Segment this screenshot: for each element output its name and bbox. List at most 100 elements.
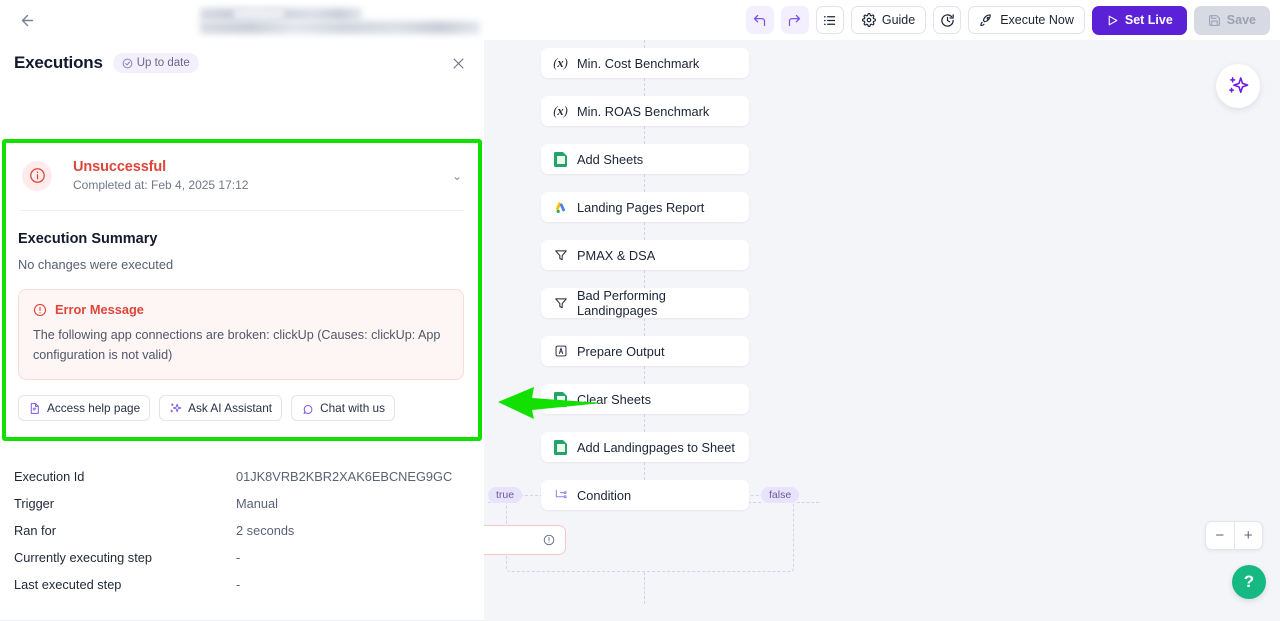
access-help-page-button[interactable]: Access help page: [18, 395, 151, 422]
execution-summary-title: Execution Summary: [18, 231, 158, 247]
sparkle-icon: [1229, 77, 1249, 94]
node-label: Add Sheets: [577, 151, 644, 167]
play-icon: [1108, 15, 1118, 25]
redo-button[interactable]: [780, 6, 809, 34]
workflow-node[interactable]: PMAX & DSA: [541, 240, 749, 270]
help-page-icon: [30, 402, 39, 414]
alert-circle-icon: [33, 303, 47, 316]
table-row: Currently executing step -: [0, 544, 484, 571]
branch-false-pill: false: [761, 487, 800, 503]
filter-icon: [553, 248, 568, 263]
execution-summary-text: No changes were executed: [18, 257, 174, 272]
ai-assistant-fab[interactable]: [1216, 64, 1260, 108]
branch-icon: [553, 488, 568, 503]
zoom-in-button[interactable]: +: [1243, 527, 1253, 544]
set-live-label: Set Live: [1124, 13, 1173, 27]
node-label: PMAX & DSA: [577, 247, 656, 263]
condition-row: true false Condition k: [441, 480, 961, 604]
workflow-node[interactable]: Bad Performing Landingpages: [541, 288, 749, 318]
workflow-node[interactable]: Add Landingpages to Sheet: [541, 432, 749, 462]
workflow-node[interactable]: Add Sheets: [541, 144, 749, 174]
execution-header[interactable]: Unsuccessful Completed at: Feb 4, 2025 1…: [6, 143, 478, 210]
execution-card-unsuccessful[interactable]: Unsuccessful Completed at: Feb 4, 2025 1…: [2, 139, 482, 442]
execution-title-block: Unsuccessful Completed at: Feb 4, 2025 1…: [73, 159, 248, 192]
meta-key: Last executed step: [14, 577, 122, 593]
back-button[interactable]: [10, 3, 44, 37]
close-icon[interactable]: [446, 51, 470, 75]
workflow-node[interactable]: Clear Sheets: [541, 384, 749, 414]
history-clock-icon: [940, 13, 954, 27]
workflow-node[interactable]: (x) Min. Cost Benchmark: [541, 48, 749, 78]
error-title: Error Message: [55, 302, 144, 317]
help-fab[interactable]: ?: [1232, 565, 1266, 599]
executions-panel: Executions Up to date: [0, 40, 484, 621]
node-label: Add Landingpages to Sheet: [577, 439, 735, 455]
condition-label: Condition: [577, 487, 632, 503]
node-label: Min. Cost Benchmark: [577, 55, 700, 71]
branch-true-pill: true: [488, 487, 523, 503]
meta-key: Currently executing step: [14, 550, 152, 566]
variable-icon: (x): [553, 55, 568, 70]
google-ads-icon: [553, 200, 568, 215]
node-label: Min. ROAS Benchmark: [577, 103, 710, 119]
execution-meta-table: Execution Id 01JK8VRB2KBR2XAK6EBCNEG9GC …: [0, 441, 484, 598]
google-sheets-icon: [553, 151, 568, 167]
sparkle-icon: [170, 402, 182, 412]
meta-value: 01JK8VRB2KBR2XAK6EBCNEG9GC: [236, 469, 453, 485]
table-row: Last executed step -: [0, 571, 484, 598]
error-header: Error Message: [33, 302, 449, 317]
page-title: Executions: [14, 53, 103, 72]
meta-value: -: [236, 577, 241, 593]
chat-with-us-button[interactable]: Chat with us: [291, 395, 395, 422]
steps-list-button[interactable]: [815, 6, 844, 34]
node-label: Prepare Output: [577, 343, 665, 359]
arrow-left-icon: [21, 14, 33, 26]
ask-ai-assistant-button[interactable]: Ask AI Assistant: [159, 395, 283, 422]
condition-node[interactable]: Condition: [541, 480, 749, 510]
guide-label: Guide: [881, 13, 916, 27]
google-sheets-icon: [553, 439, 568, 455]
node-label: Landing Pages Report: [577, 199, 705, 215]
guide-button[interactable]: Guide: [850, 6, 927, 34]
zoom-out-button[interactable]: −: [1206, 522, 1235, 549]
execute-now-label: Execute Now: [1000, 13, 1074, 27]
node-label: Bad Performing Landingpages: [577, 288, 666, 318]
execution-completed-at: Completed at: Feb 4, 2025 17:12: [73, 178, 249, 192]
save-disk-icon: [1208, 14, 1220, 26]
meta-key: Trigger: [14, 496, 55, 512]
meta-key: Ran for: [14, 523, 56, 539]
rocket-icon: [980, 13, 992, 26]
meta-value: -: [236, 550, 241, 566]
workflow-node[interactable]: Landing Pages Report: [541, 192, 749, 222]
table-row: Trigger Manual: [0, 490, 484, 517]
chat-with-us-label: Chat with us: [320, 401, 385, 416]
execute-now-button[interactable]: Execute Now: [968, 6, 1085, 34]
meta-key: Execution Id: [14, 469, 85, 485]
zoom-controls: − +: [1205, 521, 1263, 550]
filter-icon: [553, 296, 568, 311]
undo-icon: [754, 14, 766, 26]
gear-icon: [861, 13, 876, 27]
toolbar-actions: Guide Execute Now Set Live: [745, 5, 1280, 35]
status-badge-label: Up to date: [136, 57, 190, 69]
check-circle-icon: [122, 58, 133, 68]
error-status-icon: [22, 160, 52, 191]
table-row: Ran for 2 seconds: [0, 517, 484, 544]
workflow-node[interactable]: Prepare Output: [541, 336, 749, 366]
save-label: Save: [1226, 13, 1256, 27]
chat-icon: [303, 404, 313, 414]
error-actions: Access help page Ask AI Assistant Chat w…: [6, 380, 478, 437]
meta-value: 2 seconds: [236, 523, 295, 539]
set-live-button[interactable]: Set Live: [1091, 5, 1187, 35]
transform-icon: [553, 344, 568, 359]
variable-icon: (x): [553, 103, 568, 118]
version-history-button[interactable]: [933, 6, 962, 34]
undo-button[interactable]: [745, 6, 774, 34]
top-toolbar: Guide Execute Now Set Live: [0, 0, 1280, 40]
workflow-node[interactable]: (x) Min. ROAS Benchmark: [541, 96, 749, 126]
ask-ai-assistant-label: Ask AI Assistant: [188, 401, 273, 416]
status-badge: Up to date: [112, 53, 199, 73]
chevron-down-icon[interactable]: ⌄: [451, 168, 462, 183]
warning-icon: [543, 534, 555, 546]
